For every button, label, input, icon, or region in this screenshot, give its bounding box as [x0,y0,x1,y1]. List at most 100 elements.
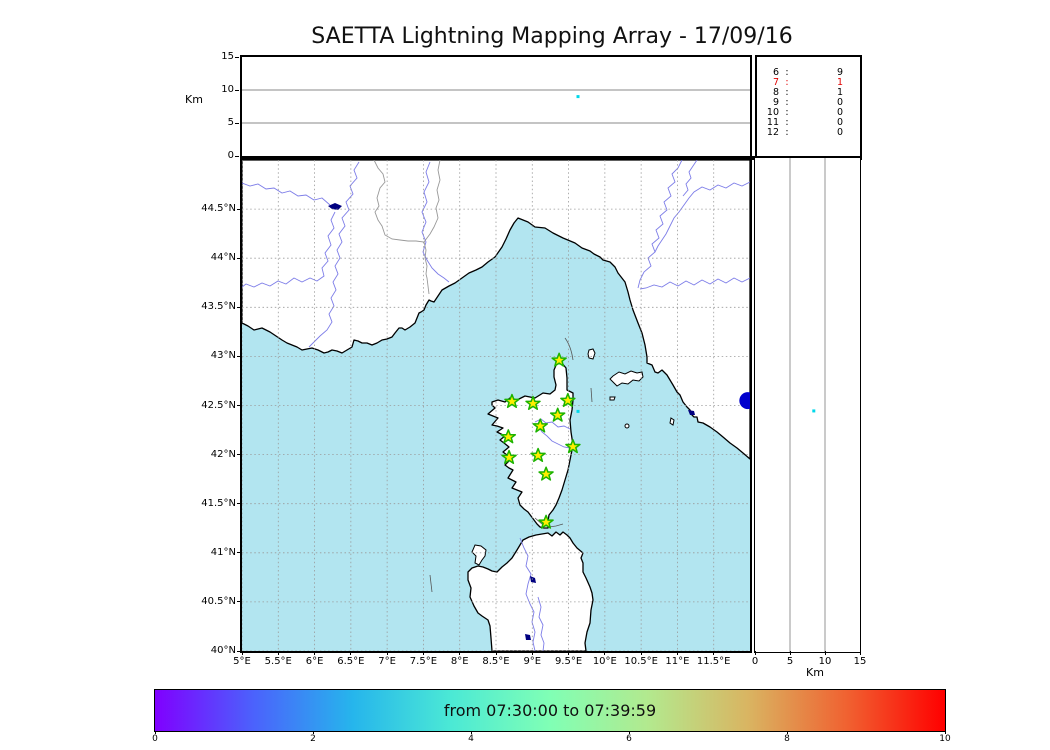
top-panel-ytick [235,56,239,58]
lat-tick-label: 42.5°N [201,399,236,411]
lon-tick [568,651,570,655]
lat-tick-label: 42°N [210,448,236,460]
count-separator: : [785,107,789,118]
lon-tick-label: 5.5°E [264,656,292,667]
colorbar-tick-label: 10 [939,734,951,744]
count-row: 9: 0 [757,98,860,108]
rivers-group [242,160,750,651]
lon-tick-label: 11°E [665,656,690,667]
right-panel-xtick-label: 0 [751,656,759,667]
station-star-marker [532,418,549,433]
lon-tick-label: 9.5°E [554,656,583,667]
lat-tick-label: 44°N [210,252,236,264]
colorbar-tick-label: 6 [626,734,632,744]
lon-tick [314,651,316,655]
lon-tick-label: 6°E [305,656,324,667]
colorbar-time-range-label: from 07:30:00 to 07:39:59 [443,701,657,720]
count-separator: : [785,127,789,138]
lon-tick-label: 7°E [378,656,396,667]
lon-tick [604,651,606,655]
top-panel-ytick-label: 5 [227,117,234,128]
lat-tick [237,552,241,554]
count-row: 8: 1 [757,88,860,98]
lat-tick [237,650,241,652]
station-star-marker [538,466,554,481]
lat-tick-label: 44.5°N [201,203,236,215]
lon-tick-label: 6.5°E [337,656,365,667]
count-row: 11: 0 [757,118,860,128]
lon-tick [459,651,461,655]
figure-title: SAETTA Lightning Mapping Array - 17/09/1… [311,24,793,49]
lakes-group [328,203,695,640]
lat-tick [237,208,241,210]
montecristo-island [624,423,630,429]
count-row: 7: 1 [757,78,860,88]
lon-tick-label: 10°E [592,656,617,667]
top-panel-ytick [235,89,239,91]
asinara-island [471,544,487,566]
lon-tick [422,651,424,655]
count-separator: : [785,87,789,98]
colorbar-tick [786,731,788,734]
colorbar-tick [470,731,472,734]
count-separator: : [785,97,789,108]
lat-tick [237,601,241,603]
colorbar-tick-label: 0 [152,734,158,744]
count-altitude-km: 9 [772,97,779,108]
count-value: 1 [836,87,843,98]
right-panel-xtick [824,651,826,655]
count-altitude-km: 8 [772,87,779,98]
lat-tick-label: 43°N [210,350,236,362]
count-value: 0 [836,127,843,138]
lightning-source-point [576,409,580,413]
station-star-marker [501,449,517,464]
lat-tick-label: 41°N [210,546,236,558]
lon-tick [350,651,352,655]
colorbar-tick [312,731,314,734]
lon-tick [241,651,243,655]
lon-tick [495,651,497,655]
right-panel-xtick-label: 5 [786,656,794,667]
lon-tick-label: 8.5°E [482,656,510,667]
count-row: 12: 0 [757,128,860,138]
station-star-marker [560,392,576,408]
count-separator: : [785,117,789,128]
lon-tick-label: 5°E [233,656,251,667]
lon-tick-label: 10.5°E [624,656,658,667]
right-panel-xlabel: Km [806,666,824,679]
lat-tick-label: 43.5°N [201,301,236,313]
right-panel-xtick [754,651,756,655]
lon-tick [386,651,388,655]
coastlines-group [242,160,750,651]
time-colorbar: from 07:30:00 to 07:39:59 [154,689,946,732]
top-panel-ytick [235,122,239,124]
lightning-source-point-alt-lat [812,409,816,413]
lightning-source-point-alt-lon [576,95,580,99]
count-row: 6: 9 [757,68,860,78]
lat-tick-label: 40°N [210,645,236,656]
count-separator: : [785,77,789,88]
right-panel-xtick [789,651,791,655]
count-altitude-km: 6 [772,67,779,78]
count-row: 10: 0 [757,108,860,118]
giglio-island [669,417,675,426]
station-star-marker [538,514,554,529]
elba-island [609,370,644,387]
station-star-marker [504,393,520,409]
map-dynamic-layer [242,160,750,651]
country-borders-group [373,160,441,295]
mainland-coast [242,160,750,460]
station-star-marker [549,407,566,422]
lat-tick [237,257,241,259]
colorbar-tick-label: 4 [468,734,474,744]
lat-tick [237,306,241,308]
pianosa-island [609,396,616,401]
source-count-table: 6:9 7:1 8:1 9:0 10:0 11:0 12:0 [755,55,862,158]
station-star-marker [530,447,546,463]
count-altitude-km: 11 [766,117,779,128]
map-plot [242,160,750,651]
right-panel-xtick [859,651,861,655]
altitude-latitude-panel [754,157,861,653]
lon-tick [531,651,533,655]
top-panel-ytick-label: 15 [221,51,234,62]
